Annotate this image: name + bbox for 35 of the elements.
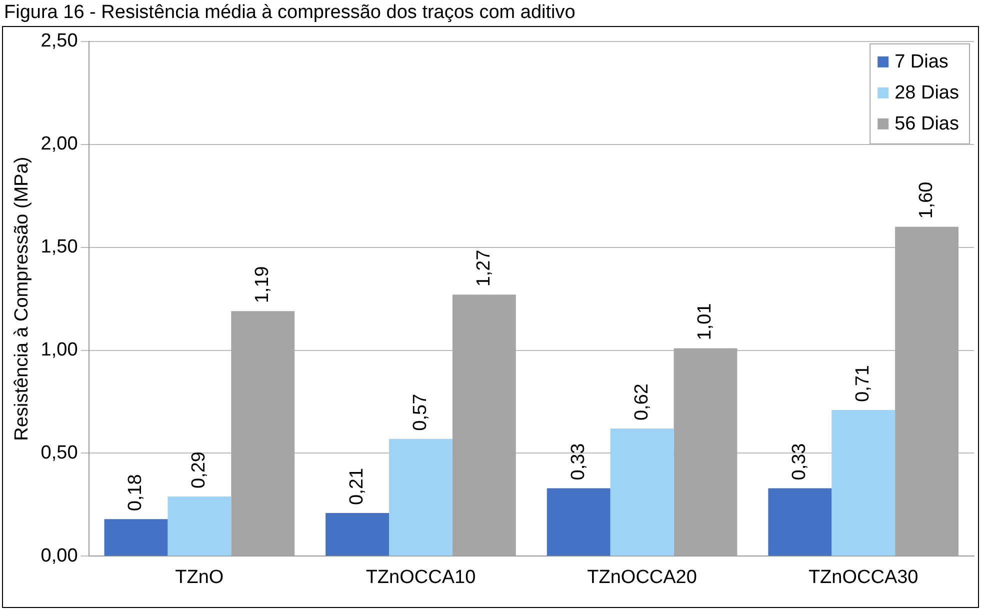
data-label: 0,18 [125,474,146,512]
bar [104,519,168,556]
bar [768,488,832,556]
data-label: 0,71 [852,365,874,402]
data-label: 1,01 [694,303,716,340]
bar [326,512,390,556]
y-tick-label: 2,00 [40,134,78,155]
data-label: 0,33 [789,443,810,480]
legend-label: 28 Dias [894,82,959,104]
x-tick-label: TZnOCCA20 [587,566,697,588]
y-tick-label: 1,00 [40,340,78,361]
bar [389,438,452,556]
data-label: 1,60 [916,182,938,219]
legend-label: 56 Dias [894,114,959,135]
bar [168,496,232,556]
bar [546,488,610,556]
y-tick-label: 1,50 [40,236,78,258]
chart-title: Figura 16 - Resistência média à compressão dos traços com aditivo [3,1,576,25]
bar [610,428,674,556]
data-label: 0,33 [568,443,589,480]
y-tick-label: 0,50 [40,442,78,464]
y-tick-label: 2,50 [40,30,78,52]
y-axis-title: Resistência à Compressão (MPa) [12,156,33,441]
data-label: 0,62 [631,384,652,421]
data-label: 1,27 [473,250,494,287]
x-tick-label: TZnO [175,566,224,588]
data-label: 1,19 [252,266,274,304]
y-tick-label: 0,00 [40,545,78,566]
bar [832,410,896,556]
legend-label: 7 Dias [894,52,948,73]
data-label: 0,21 [346,468,368,505]
x-tick-label: TZnOCCA10 [366,566,476,588]
x-tick-label: TZnOCCA30 [808,566,918,588]
data-label: 0,29 [188,452,210,488]
data-label: 0,57 [410,394,431,431]
